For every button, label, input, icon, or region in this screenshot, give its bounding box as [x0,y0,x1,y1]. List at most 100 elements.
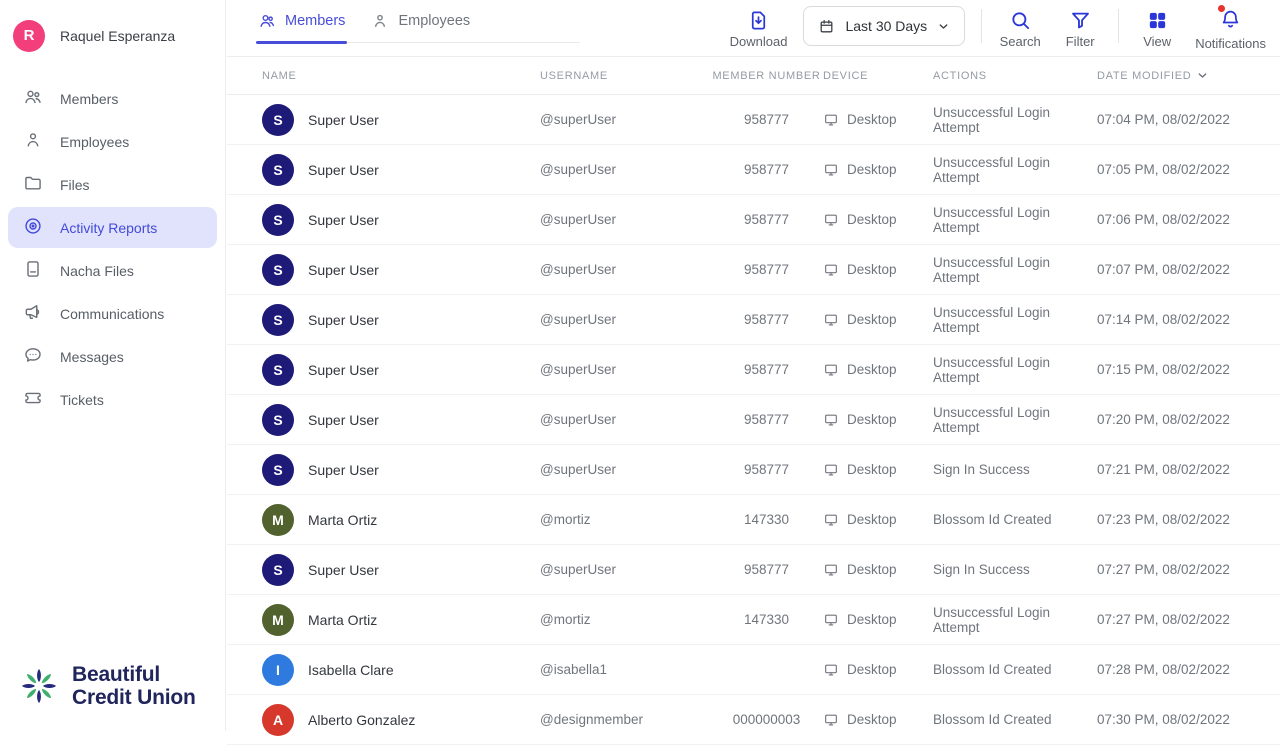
header-actions[interactable]: Actions [933,69,987,82]
sidebar-item-nacha-files[interactable]: Nacha Files [8,250,217,291]
flower-logo-icon [22,668,56,703]
cell-device: Desktop [823,162,933,178]
sidebar-item-employees[interactable]: Employees [8,121,217,162]
sidebar-item-label: Activity Reports [60,219,158,236]
search-button[interactable]: Search [998,9,1042,49]
cell-member-number: 958777 [743,312,790,327]
cell-name: S Super User [262,153,540,186]
table-row[interactable]: S Super User @superUser 958777 Desktop U… [227,95,1280,145]
table-row[interactable]: S Super User @superUser 958777 Desktop U… [227,145,1280,195]
header-date-modified[interactable]: Date Modified [1097,69,1240,82]
download-button[interactable]: Download [729,9,788,49]
header-member-number[interactable]: Member Number [712,69,821,82]
sidebar-item-members[interactable]: Members [8,78,217,119]
header-device[interactable]: Device [823,69,869,82]
cell-name: S Super User [262,303,540,336]
divider [1118,9,1120,43]
employee-icon [23,130,43,153]
desktop-icon [825,564,837,575]
filter-button[interactable]: Filter [1058,9,1102,49]
desktop-icon [825,164,837,175]
cell-name: S Super User [262,253,540,286]
cell-device: Desktop [823,712,933,728]
cell-username: @superUser [540,312,616,327]
view-button[interactable]: View [1135,9,1179,49]
cell-action: Blossom Id Created [933,512,1052,527]
cell-action: Blossom Id Created [933,662,1052,677]
sidebar-item-files[interactable]: Files [8,164,217,205]
cell-name: S Super User [262,353,540,386]
device-label: Desktop [847,612,897,627]
brand-name: Beautiful Credit Union [72,662,196,709]
header-name[interactable]: Name [262,69,297,82]
table-row[interactable]: S Super User @superUser 958777 Desktop U… [227,295,1280,345]
desktop-icon [825,114,837,125]
table-row[interactable]: S Super User @superUser 958777 Desktop S… [227,545,1280,595]
device-label: Desktop [847,712,897,727]
desktop-icon [825,214,837,225]
member-name: Super User [308,261,379,278]
table-row[interactable]: S Super User @superUser 958777 Desktop U… [227,395,1280,445]
user-profile[interactable]: R Raquel Esperanza [0,0,225,58]
device-label: Desktop [847,262,897,277]
cell-action: Blossom Id Created [933,712,1052,727]
tab-members[interactable]: Members [255,12,348,44]
cell-name: M Marta Ortiz [262,603,540,636]
sidebar-item-communications[interactable]: Communications [8,293,217,334]
desktop-icon [825,364,837,375]
avatar: S [262,303,294,336]
cell-username: @isabella1 [540,662,607,677]
folder-icon [23,173,43,196]
cell-date-modified: 07:06 PM, 08/02/2022 [1097,212,1230,227]
cell-action: Unsuccessful Login Attempt [933,154,1051,185]
sidebar-item-messages[interactable]: Messages [8,336,217,377]
tab-label: Employees [398,13,471,29]
date-range-value: Last 30 Days [845,18,928,34]
member-name: Isabella Clare [308,661,394,678]
cell-member-number: 958777 [743,212,790,227]
cell-name: I Isabella Clare [262,653,540,686]
notifications-button[interactable]: Notifications [1195,4,1266,51]
cell-device: Desktop [823,662,933,678]
cell-name: A Alberto Gonzalez [262,703,540,736]
table-row[interactable]: S Super User @superUser 958777 Desktop U… [227,245,1280,295]
cell-device: Desktop [823,512,933,528]
cell-username: @superUser [540,562,616,577]
member-name: Super User [308,211,379,228]
desktop-icon [825,714,837,725]
sidebar-item-activity-reports[interactable]: Activity Reports [8,207,217,248]
sort-chevron-down-icon [1199,73,1207,78]
avatar: S [262,353,294,386]
cell-name: S Super User [262,453,540,486]
device-label: Desktop [847,362,897,377]
table-row[interactable]: S Super User @superUser 958777 Desktop U… [227,195,1280,245]
desktop-icon [825,664,837,675]
header-username[interactable]: Username [540,69,608,82]
table-row[interactable]: I Isabella Clare @isabella1 Desktop Blos… [227,645,1280,695]
cell-member-number: 958777 [743,412,790,427]
cell-username: @superUser [540,362,616,377]
download-label: Download [729,34,788,49]
search-label: Search [999,34,1041,49]
desktop-icon [825,314,837,325]
sidebar-nav: Members Employees Files Activity Reports… [0,78,225,420]
table-row[interactable]: S Super User @superUser 958777 Desktop S… [227,445,1280,495]
cell-device: Desktop [823,212,933,228]
cell-action: Sign In Success [933,562,1030,577]
sidebar-item-tickets[interactable]: Tickets [8,379,217,420]
device-label: Desktop [847,162,897,177]
table-row[interactable]: M Marta Ortiz @mortiz 147330 Desktop Blo… [227,495,1280,545]
ticket-icon [23,388,43,411]
table-row[interactable]: M Marta Ortiz @mortiz 147330 Desktop Uns… [227,595,1280,645]
cell-name: S Super User [262,403,540,436]
cell-name: S Super User [262,203,540,236]
cell-date-modified: 07:28 PM, 08/02/2022 [1097,662,1230,677]
cell-device: Desktop [823,112,933,128]
table-row[interactable]: A Alberto Gonzalez @designmember 0000000… [227,695,1280,745]
cell-username: @mortiz [540,612,591,627]
member-name: Super User [308,461,379,478]
cell-username: @superUser [540,162,616,177]
tab-employees[interactable]: Employees [371,12,470,42]
table-row[interactable]: S Super User @superUser 958777 Desktop U… [227,345,1280,395]
date-range-select[interactable]: Last 30 Days [803,6,966,46]
